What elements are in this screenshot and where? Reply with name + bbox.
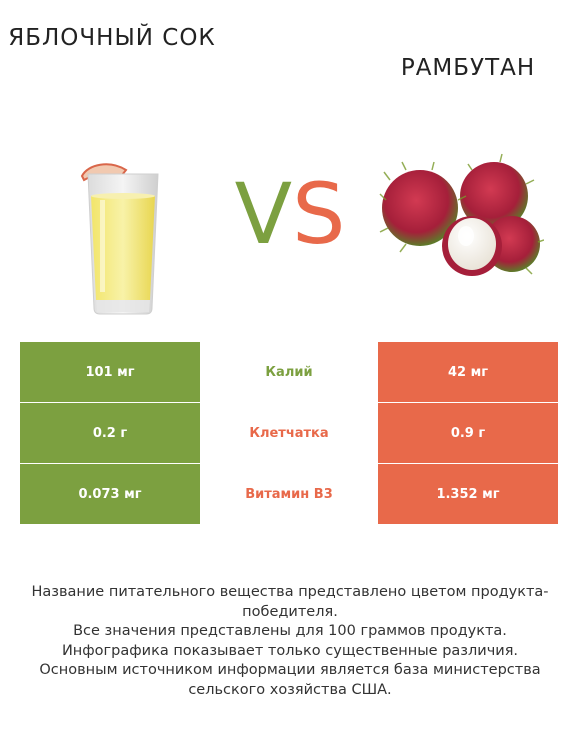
footer-line: Все значения представлены для 100 граммо…	[73, 623, 507, 639]
nutrient-label: Клетчатка	[200, 403, 378, 463]
right-value: 0.9 г	[378, 403, 558, 463]
left-value: 101 мг	[20, 342, 200, 402]
right-product-title: РАМБУТАН	[400, 55, 536, 81]
table-row: 101 мг Калий 42 мг	[20, 342, 558, 402]
right-value: 1.352 мг	[378, 464, 558, 524]
left-value: 0.073 мг	[20, 464, 200, 524]
table-row: 0.2 г Клетчатка 0.9 г	[20, 403, 558, 463]
right-value: 42 мг	[378, 342, 558, 402]
left-value: 0.2 г	[20, 403, 200, 463]
footer-line: Название питательного вещества представл…	[31, 584, 549, 620]
footer-notes: Название питательного вещества представл…	[30, 583, 550, 700]
comparison-table: 101 мг Калий 42 мг 0.2 г Клетчатка 0.9 г…	[20, 342, 558, 525]
table-row: 0.073 мг Витамин B3 1.352 мг	[20, 464, 558, 524]
footer-line: Инфографика показывает только существенн…	[61, 642, 519, 659]
rambutan-fruit-icon	[379, 153, 544, 276]
footer-line: Основным источником информации является …	[39, 662, 541, 698]
left-product-title: ЯБЛОЧНЫЙ СОК	[8, 25, 216, 51]
nutrient-label: Калий	[200, 342, 378, 402]
nutrient-label: Витамин B3	[200, 464, 378, 524]
versus-label: VS	[234, 165, 346, 263]
apple-juice-glass-icon	[80, 163, 159, 315]
